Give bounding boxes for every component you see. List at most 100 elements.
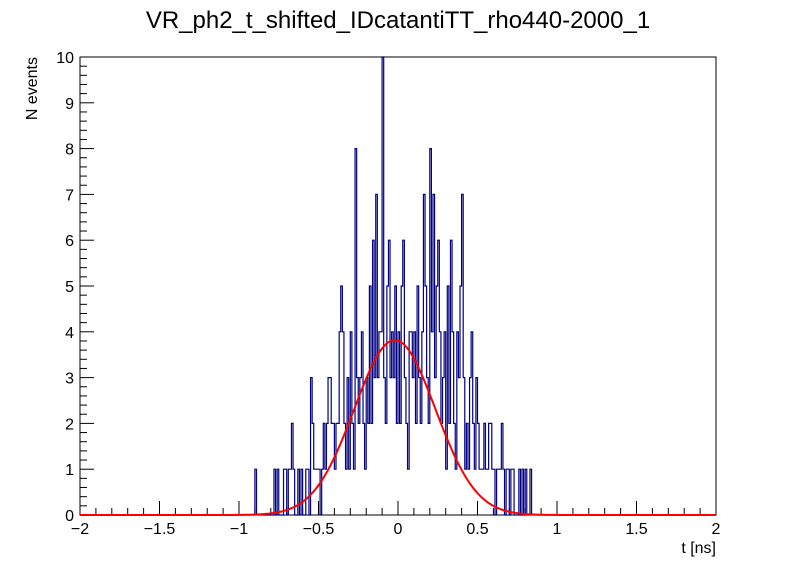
histogram-bin bbox=[420, 423, 422, 515]
histogram-bin bbox=[396, 423, 398, 515]
histogram-bin bbox=[401, 286, 403, 515]
histogram-bin bbox=[446, 469, 448, 515]
histogram-bin bbox=[470, 378, 472, 515]
histogram-bin bbox=[479, 469, 481, 515]
x-tick-label: −2 bbox=[71, 521, 89, 538]
histogram-bin bbox=[506, 469, 508, 515]
y-axis: 0 1 2 3 4 5 6 7 8 9 10 bbox=[56, 50, 94, 525]
histogram-bin bbox=[373, 240, 375, 515]
y-tick-label: 7 bbox=[65, 187, 74, 204]
histogram-bin bbox=[365, 469, 367, 515]
histogram-bin bbox=[403, 240, 405, 515]
histogram-bin bbox=[319, 469, 321, 515]
x-tick-label: −1 bbox=[230, 521, 248, 538]
histogram-bin bbox=[419, 378, 421, 515]
histogram-bin bbox=[412, 378, 414, 515]
histogram-bin bbox=[330, 378, 332, 515]
histogram-bin bbox=[341, 286, 343, 515]
histogram-bin bbox=[298, 469, 300, 515]
histogram-bin bbox=[393, 378, 395, 515]
histogram-bin bbox=[454, 423, 456, 515]
histogram-bin bbox=[285, 469, 287, 515]
histogram-bin bbox=[374, 378, 376, 515]
histogram-bin bbox=[444, 332, 446, 515]
histogram-bin bbox=[382, 57, 384, 515]
histogram-bin bbox=[417, 286, 419, 515]
histogram-bin bbox=[443, 378, 445, 515]
histogram-bin bbox=[346, 469, 348, 515]
histogram-bin bbox=[435, 378, 437, 515]
histogram-bin bbox=[398, 332, 400, 515]
histogram-bin bbox=[452, 332, 454, 515]
histogram-bin bbox=[408, 469, 410, 515]
histogram-bin bbox=[427, 378, 429, 515]
histogram-bin bbox=[284, 469, 286, 515]
histogram-bin bbox=[428, 423, 430, 515]
histogram-bin bbox=[381, 332, 383, 515]
y-axis-label: N events bbox=[24, 57, 41, 120]
histogram-bin bbox=[339, 332, 341, 515]
x-tick-label: −1.5 bbox=[144, 521, 176, 538]
histogram-bin bbox=[312, 423, 314, 515]
histogram-bin bbox=[336, 423, 338, 515]
histogram-bin bbox=[392, 332, 394, 515]
x-tick-label: 2 bbox=[712, 521, 721, 538]
histogram-bin bbox=[411, 332, 413, 515]
histogram-bin bbox=[353, 469, 355, 515]
histogram-bin bbox=[530, 469, 532, 515]
x-tick-label: −0.5 bbox=[303, 521, 335, 538]
histogram-bin bbox=[404, 378, 406, 515]
histogram-bin bbox=[363, 423, 365, 515]
histogram-bin bbox=[525, 469, 527, 515]
y-tick-label: 10 bbox=[56, 50, 74, 67]
histogram-bin bbox=[291, 423, 293, 515]
histogram-bin bbox=[450, 240, 452, 515]
y-tick-label: 1 bbox=[65, 462, 74, 479]
x-tick-label: 1 bbox=[553, 521, 562, 538]
histogram-bin bbox=[361, 332, 363, 515]
histogram-bin bbox=[478, 423, 480, 515]
histogram-bin bbox=[352, 423, 354, 515]
histogram-bin bbox=[274, 469, 276, 515]
y-tick-label: 3 bbox=[65, 371, 74, 388]
x-tick-label: 0 bbox=[394, 521, 403, 538]
histogram-bin bbox=[431, 332, 433, 515]
histogram-bin bbox=[511, 469, 513, 515]
histogram-bin bbox=[347, 378, 349, 515]
histogram-bin bbox=[400, 423, 402, 515]
histogram-bin bbox=[489, 423, 491, 515]
y-tick-label: 6 bbox=[65, 233, 74, 250]
histogram-bin bbox=[306, 469, 308, 515]
histogram-bin bbox=[322, 469, 324, 515]
histogram-bin bbox=[415, 423, 417, 515]
histogram-bin bbox=[422, 332, 424, 515]
histogram-bins bbox=[255, 57, 532, 515]
histogram-bin bbox=[508, 469, 510, 515]
histogram-bin bbox=[317, 469, 319, 515]
y-tick-label: 9 bbox=[65, 96, 74, 113]
histogram-bin bbox=[438, 240, 440, 515]
histogram-bin bbox=[482, 469, 484, 515]
histogram-bin bbox=[449, 423, 451, 515]
histogram-bin bbox=[379, 332, 381, 515]
histogram-bin bbox=[255, 469, 257, 515]
histogram-bin bbox=[395, 286, 397, 515]
histogram-bin bbox=[455, 469, 457, 515]
histogram-bin bbox=[315, 469, 317, 515]
histogram-bin bbox=[463, 378, 465, 515]
histogram-bin bbox=[409, 332, 411, 515]
histogram-bin bbox=[360, 378, 362, 515]
histogram-bin bbox=[323, 423, 325, 515]
histogram-bin bbox=[425, 286, 427, 515]
histogram-bin bbox=[460, 286, 462, 515]
histogram-bin bbox=[441, 423, 443, 515]
histogram-bin bbox=[350, 332, 352, 515]
histogram-bin bbox=[406, 423, 408, 515]
y-tick-label: 8 bbox=[65, 142, 74, 159]
histogram-bin bbox=[385, 423, 387, 515]
histogram-bin bbox=[377, 378, 379, 515]
histogram-bin bbox=[466, 423, 468, 515]
histogram-bin bbox=[522, 469, 524, 515]
histogram-bin bbox=[473, 423, 475, 515]
